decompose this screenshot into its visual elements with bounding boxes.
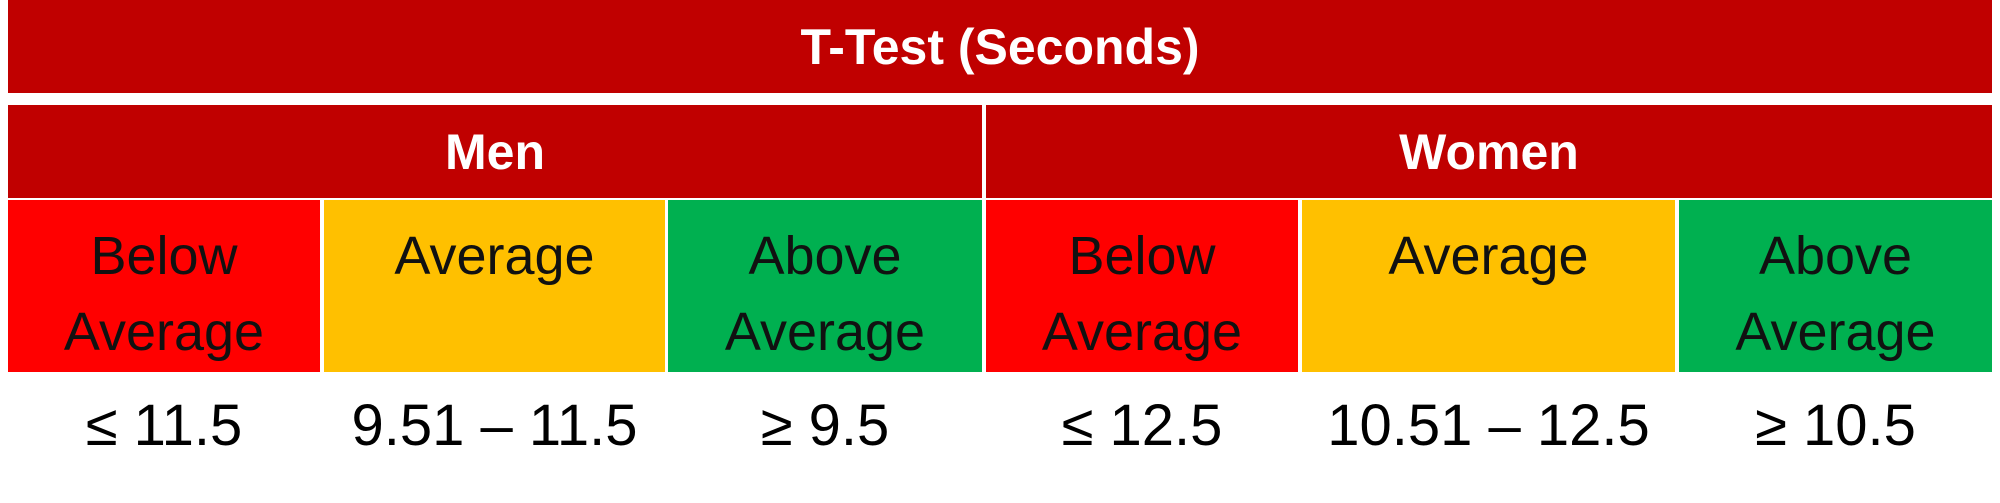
category-cell: Below Average — [986, 200, 1298, 372]
group-header: Women — [986, 105, 1992, 198]
category-cell: Average — [1302, 200, 1675, 372]
category-cell: Average — [324, 200, 665, 372]
category-cell: Above Average — [1679, 200, 1992, 372]
category-cell: Above Average — [668, 200, 982, 372]
range-value: 9.51 – 11.5 — [351, 392, 638, 458]
range-value: ≥ 10.5 — [1755, 392, 1916, 458]
category-cell: Below Average — [8, 200, 320, 372]
table-title: T-Test (Seconds) — [8, 0, 1992, 93]
group-header: Men — [8, 105, 982, 198]
range-value: ≤ 11.5 — [85, 392, 243, 458]
range-value: ≤ 12.5 — [1061, 392, 1223, 458]
range-value: 10.51 – 12.5 — [1327, 392, 1650, 458]
range-value: ≥ 9.5 — [760, 392, 890, 458]
